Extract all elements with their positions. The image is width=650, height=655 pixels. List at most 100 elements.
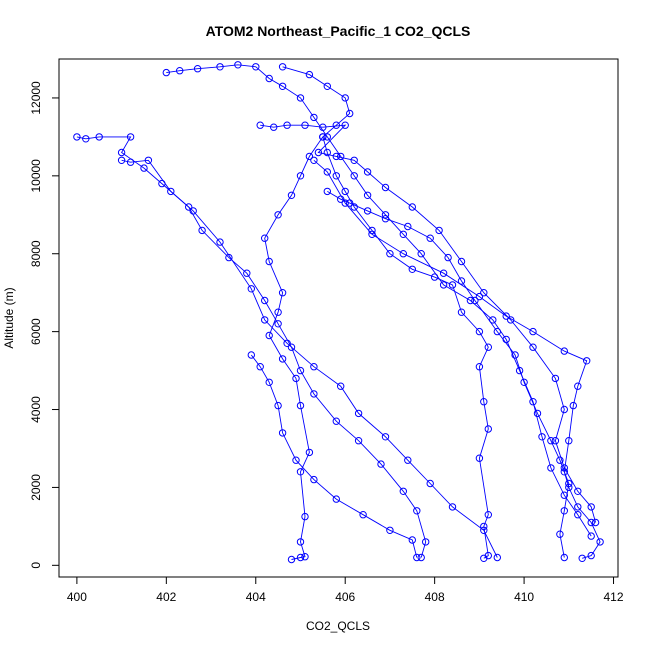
data-point xyxy=(480,526,488,534)
data-point xyxy=(305,70,314,79)
data-point xyxy=(310,390,318,398)
data-point xyxy=(278,355,287,363)
data-point xyxy=(346,199,354,207)
data-point xyxy=(301,121,309,129)
data-point xyxy=(587,518,595,527)
data-point xyxy=(587,503,595,511)
data-point xyxy=(319,123,327,131)
data-point xyxy=(547,437,555,445)
data-point xyxy=(189,207,197,215)
data-point xyxy=(270,123,278,131)
data-point xyxy=(287,191,296,200)
data-point xyxy=(126,133,135,141)
data-point xyxy=(426,479,434,488)
data-point xyxy=(296,553,305,562)
data-point xyxy=(301,512,309,521)
data-point xyxy=(484,511,492,519)
data-point xyxy=(278,63,287,71)
data-point xyxy=(569,401,577,410)
data-point xyxy=(354,437,363,445)
data-point xyxy=(126,158,135,166)
series-line xyxy=(322,136,489,559)
series-1 xyxy=(261,63,354,564)
data-point xyxy=(323,82,331,91)
data-point xyxy=(435,226,443,235)
data-point xyxy=(381,183,390,192)
data-point xyxy=(417,553,425,562)
data-point xyxy=(341,94,349,102)
data-point xyxy=(520,378,528,386)
data-point xyxy=(193,65,202,73)
data-point xyxy=(332,172,340,180)
data-point xyxy=(225,253,233,262)
data-point xyxy=(292,456,300,464)
data-point xyxy=(363,191,372,200)
data-point xyxy=(234,61,242,69)
data-point xyxy=(381,211,390,219)
data-point xyxy=(560,491,568,499)
data-point xyxy=(381,215,390,223)
data-point xyxy=(493,553,501,562)
data-point xyxy=(305,448,314,457)
data-point xyxy=(216,63,224,71)
y-tick-label: 2000 xyxy=(29,474,43,501)
x-tick-label: 402 xyxy=(156,590,176,604)
y-tick-label: 6000 xyxy=(29,318,43,345)
data-point xyxy=(261,316,269,324)
data-point xyxy=(162,68,171,77)
data-point xyxy=(551,374,560,383)
x-tick-label: 408 xyxy=(425,590,445,604)
y-axis: 0 2000 4000 6000 8000 10000 12000 xyxy=(29,81,59,569)
data-point xyxy=(243,269,251,277)
data-point xyxy=(533,409,542,418)
x-tick-label: 412 xyxy=(604,590,624,604)
data-point xyxy=(167,187,175,196)
data-point xyxy=(305,152,314,161)
data-point xyxy=(144,156,153,165)
series-line xyxy=(166,64,592,537)
series-7 xyxy=(256,121,600,527)
data-point xyxy=(283,339,291,347)
data-point xyxy=(310,113,318,122)
data-point xyxy=(283,121,291,129)
data-point xyxy=(274,211,282,219)
data-point xyxy=(484,425,492,433)
data-point xyxy=(448,503,457,511)
data-point xyxy=(176,67,184,75)
series-layer xyxy=(73,61,604,564)
data-point xyxy=(332,495,340,503)
data-point xyxy=(413,507,421,515)
data-point xyxy=(337,382,345,390)
x-axis: 400 402 404 406 408 410 412 xyxy=(67,577,624,604)
data-point xyxy=(529,327,537,336)
data-point xyxy=(404,456,412,464)
data-point xyxy=(296,538,305,546)
data-point xyxy=(363,207,372,215)
data-point xyxy=(475,454,484,462)
data-point xyxy=(399,487,407,495)
data-point xyxy=(363,168,372,176)
data-point xyxy=(448,281,457,289)
data-point xyxy=(350,172,358,180)
data-point xyxy=(278,429,287,437)
data-point xyxy=(386,526,394,534)
data-point xyxy=(296,366,305,375)
data-point xyxy=(466,296,475,305)
data-point xyxy=(422,538,430,546)
data-point xyxy=(332,152,340,161)
data-point xyxy=(439,269,448,277)
series-8 xyxy=(247,351,421,562)
data-point xyxy=(265,74,273,83)
series-9 xyxy=(323,187,573,562)
data-point xyxy=(292,374,300,383)
data-point xyxy=(296,401,305,410)
data-point xyxy=(310,475,318,484)
data-point xyxy=(556,456,564,464)
x-tick-label: 410 xyxy=(514,590,534,604)
data-point xyxy=(551,437,560,445)
data-point xyxy=(310,363,318,371)
data-point xyxy=(296,468,305,476)
data-point xyxy=(560,553,568,562)
data-point xyxy=(399,250,407,258)
